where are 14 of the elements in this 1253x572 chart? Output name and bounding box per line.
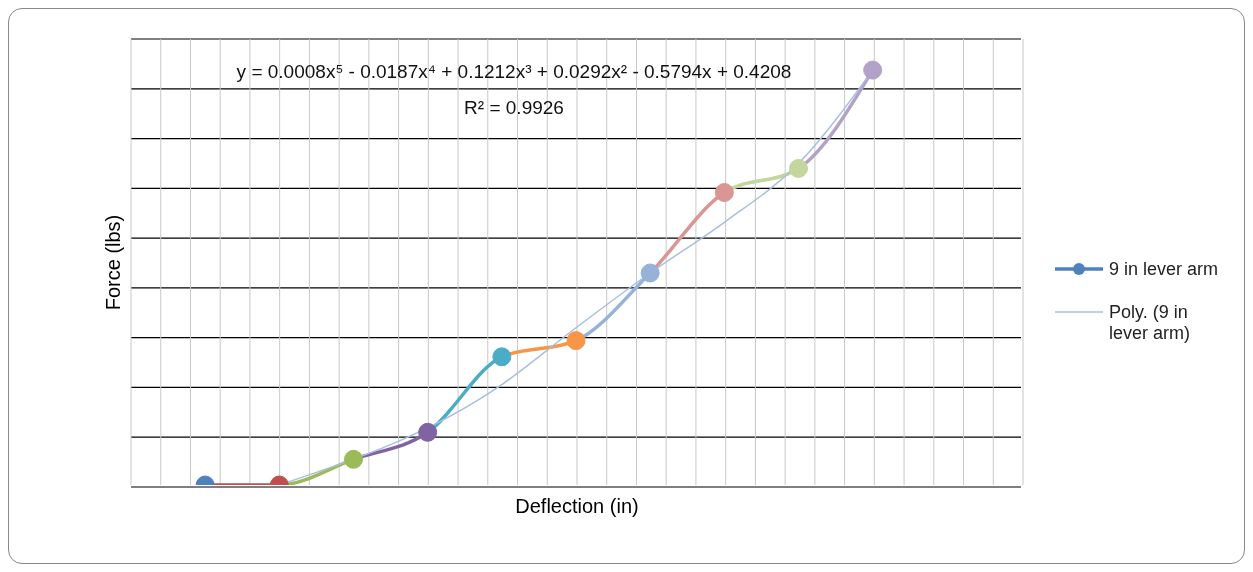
y-axis-title: Force (lbs) (101, 213, 125, 313)
annotation: R² = 0.9926 (463, 97, 565, 119)
legend-label: Poly. (9 in lever arm) (1109, 302, 1191, 344)
point (714, 183, 734, 203)
point (640, 263, 660, 283)
point (789, 158, 808, 178)
point (492, 347, 512, 367)
legend-label: 9 in lever arm (1109, 259, 1219, 280)
point (566, 331, 586, 351)
point (418, 422, 438, 442)
point (344, 449, 363, 469)
annotation: y = 0.0008x⁵ - 0.0187x⁴ + 0.1212x³ + 0.0292x² - 0.5794x + 0.4208 (235, 61, 793, 83)
x-axis-title: Deflection (in) (514, 495, 640, 518)
point (863, 60, 883, 80)
